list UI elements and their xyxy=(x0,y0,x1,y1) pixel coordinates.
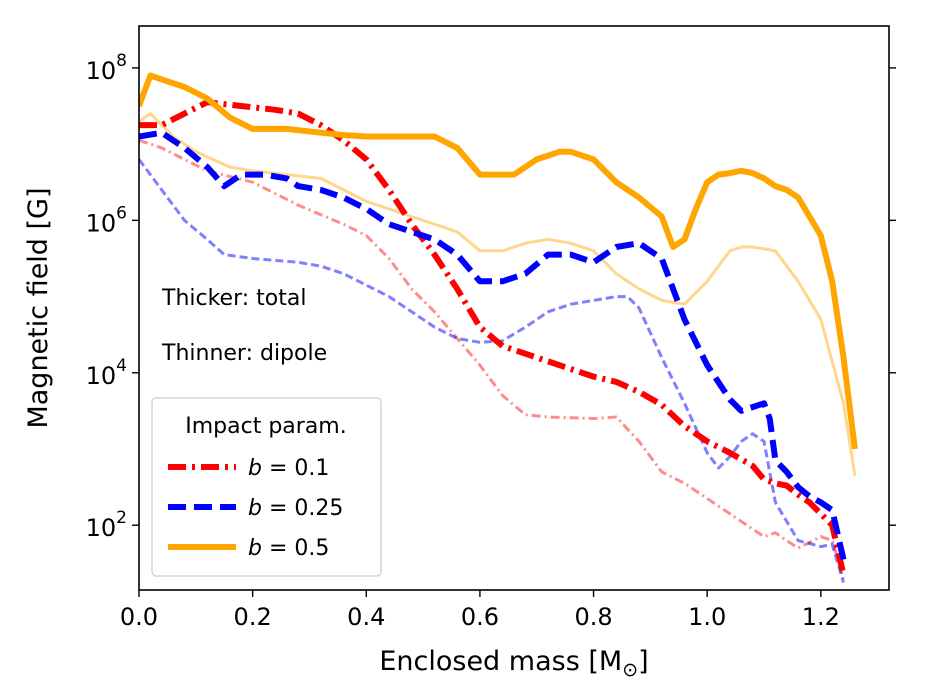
y-tick-label: 104 xyxy=(86,356,127,390)
legend-box xyxy=(151,397,382,577)
x-tick-label: 0.4 xyxy=(347,603,385,631)
x-tick-label: 0.8 xyxy=(574,603,612,631)
y-axis-label: Magnetic field [G] xyxy=(23,187,54,428)
annotation-thinner: Thinner: dipole xyxy=(161,341,327,366)
x-tick-label: 0.2 xyxy=(234,603,272,631)
legend-label-0: b = 0.1 xyxy=(248,456,329,481)
legend-title: Impact param. xyxy=(185,414,346,439)
x-tick-label: 1.2 xyxy=(802,603,840,631)
annotation-thicker: Thicker: total xyxy=(161,286,306,311)
series-line-1 xyxy=(139,138,845,580)
y-tick-label: 102 xyxy=(86,508,127,542)
ticks-layer: 0.0 0.2 0.4 0.6 0.8 1.0 1.2 102 104 106 108 xyxy=(86,51,896,631)
y-tick-label: 106 xyxy=(86,203,127,237)
legend-label-1: b = 0.25 xyxy=(248,496,343,521)
x-axis-label: Enclosed mass [M⊙] xyxy=(379,646,648,681)
series-line-3 xyxy=(139,158,845,583)
x-tick-label: 1.0 xyxy=(688,603,726,631)
plot-frame xyxy=(138,25,890,591)
legend-label-2: b = 0.5 xyxy=(248,536,329,561)
y-tick-label: 108 xyxy=(86,51,127,85)
legend-entries: b = 0.1 b = 0.25 b = 0.5 xyxy=(168,456,343,561)
series-line-4 xyxy=(139,72,858,450)
x-tick-label: 0.0 xyxy=(120,603,158,631)
x-tick-label: 0.6 xyxy=(461,603,499,631)
series-line-0 xyxy=(139,99,847,576)
legend: Impact param. b = 0.1 b = 0.25 b = 0.5 xyxy=(151,397,382,577)
series-line-5 xyxy=(139,112,857,476)
series-layer xyxy=(139,72,858,583)
series-line-2 xyxy=(139,129,847,561)
